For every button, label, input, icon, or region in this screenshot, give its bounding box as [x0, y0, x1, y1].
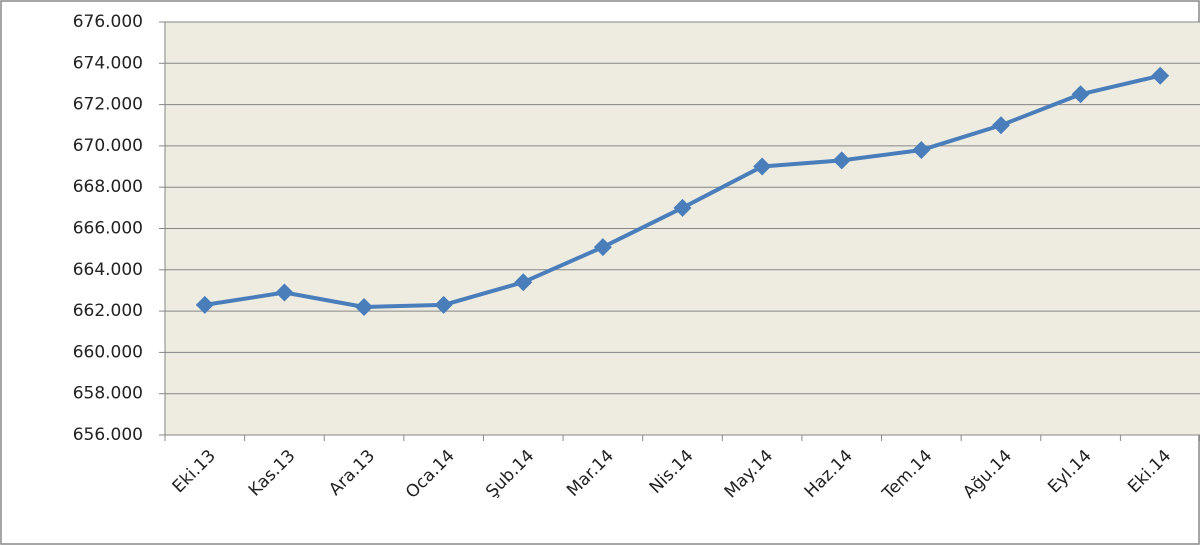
data-point [275, 283, 294, 302]
y-tick-label: 662.000 [73, 301, 143, 321]
data-point [195, 295, 214, 314]
y-tick-label: 674.000 [73, 53, 143, 73]
y-tick-label: 666.000 [73, 219, 143, 239]
data-point [355, 297, 374, 316]
data-point [1071, 85, 1090, 104]
y-tick-label: 676.000 [73, 12, 143, 32]
data-point [912, 141, 931, 160]
data-point [1151, 66, 1170, 85]
data-point [514, 273, 533, 292]
y-tick-label: 672.000 [73, 95, 143, 115]
data-point [753, 157, 772, 176]
y-tick-label: 658.000 [73, 384, 143, 404]
data-point [593, 238, 612, 257]
data-point [991, 116, 1010, 135]
data-point [434, 295, 453, 314]
y-tick-label: 668.000 [73, 177, 143, 197]
y-tick-label: 660.000 [73, 342, 143, 362]
y-tick-label: 664.000 [73, 260, 143, 280]
y-tick-label: 670.000 [73, 136, 143, 156]
data-point [832, 151, 851, 170]
data-point [673, 198, 692, 217]
y-tick-label: 656.000 [73, 425, 143, 445]
